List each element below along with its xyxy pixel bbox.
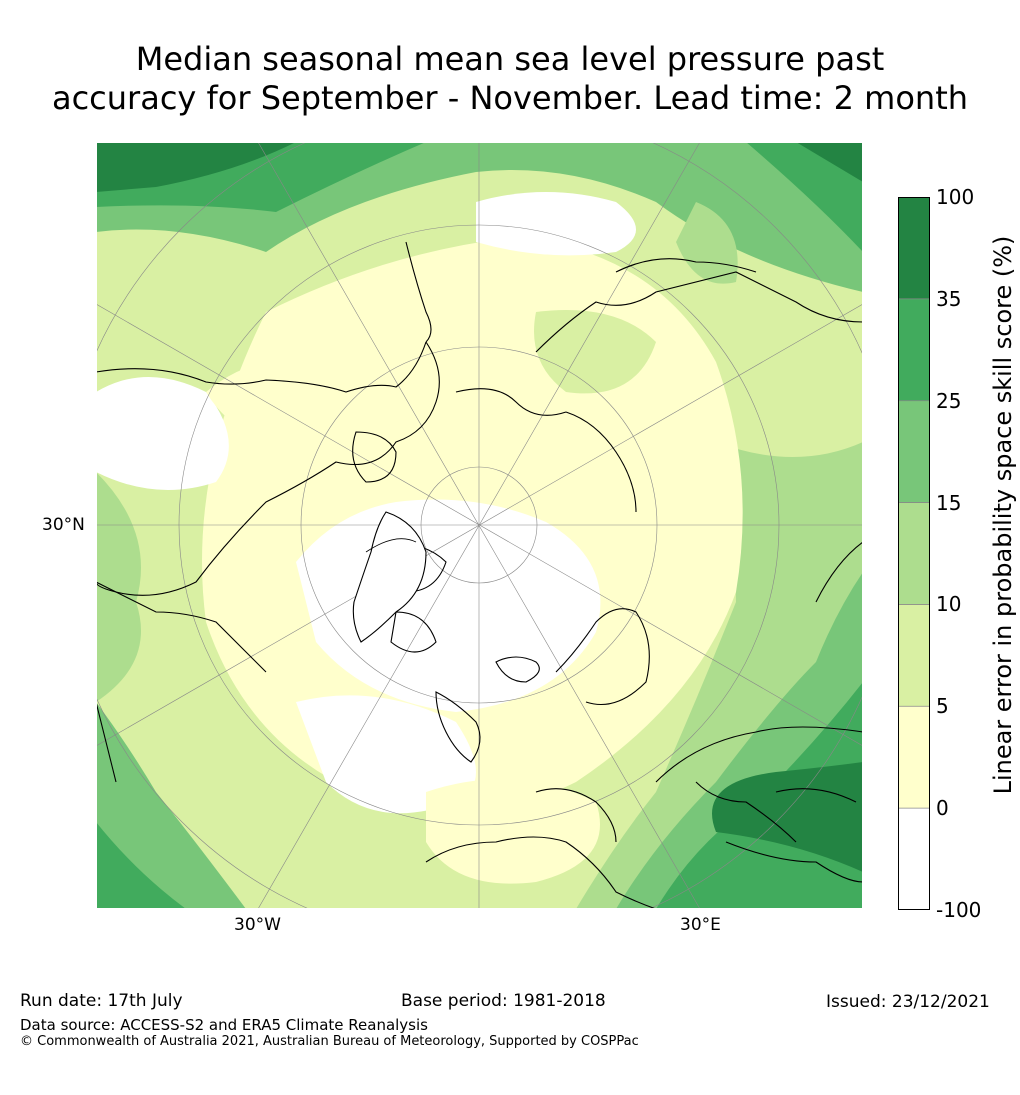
colorbar-tick-label: 5 — [936, 694, 949, 719]
title-line-2: accuracy for September - November. Lead … — [51, 79, 969, 117]
issued-date: Issued: 23/12/2021 — [826, 992, 990, 1012]
colorbar-frame — [898, 197, 930, 910]
colorbar-bin-3 — [898, 502, 930, 605]
skill-field-darker-greens — [96, 142, 863, 909]
map-frame — [96, 142, 863, 909]
copyright: © Commonwealth of Australia 2021, Austra… — [20, 1034, 639, 1049]
data-source: Data source: ACCESS-S2 and ERA5 Climate … — [20, 1016, 428, 1034]
lon-label-30w: 30°W — [234, 915, 281, 935]
title-line-1: Median seasonal mean sea level pressure … — [135, 40, 885, 78]
graticule — [96, 142, 863, 909]
colorbar-tick-label: 35 — [936, 286, 962, 311]
polar-map — [96, 142, 863, 909]
skill-score-map — [96, 142, 863, 909]
base-period: Base period: 1981-2018 — [401, 991, 606, 1011]
colorbar-tick-label: 15 — [936, 490, 962, 515]
lat-label-30n: 30°N — [42, 515, 85, 535]
map-title: Median seasonal mean sea level pressure … — [0, 40, 1020, 118]
lon-label-30e: 30°E — [680, 915, 721, 935]
colorbar-tick-label: -100 — [936, 898, 982, 922]
greenland-landmass — [352, 511, 427, 643]
run-date: Run date: 17th July — [20, 991, 183, 1011]
colorbar-bin-0 — [898, 808, 930, 910]
colorbar-bin-6 — [898, 197, 930, 299]
greenland-coast-detail — [365, 538, 417, 553]
colorbar — [898, 197, 930, 910]
skill-field-light-areas — [96, 192, 743, 884]
colorbar-tick-label: 10 — [936, 592, 962, 617]
colorbar-tick-label: 0 — [936, 796, 949, 821]
colorbar-bin-1 — [898, 706, 930, 809]
colorbar-bin-4 — [898, 400, 930, 503]
colorbar-tick-label: 25 — [936, 388, 962, 413]
colorbar-label: Linear error in probability space skill … — [989, 235, 1017, 795]
coastlines — [96, 241, 863, 909]
colorbar-bin-2 — [898, 604, 930, 707]
colorbar-tick-label: 100 — [936, 185, 975, 209]
colorbar-bin-5 — [898, 298, 930, 401]
